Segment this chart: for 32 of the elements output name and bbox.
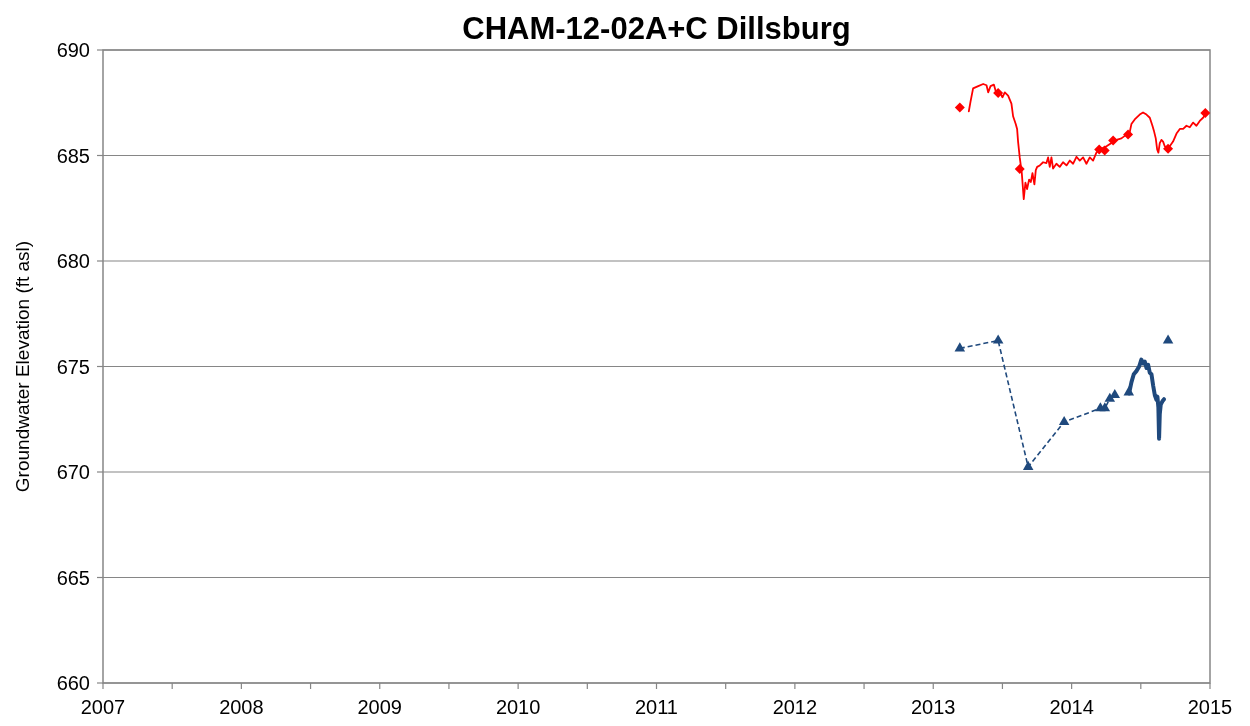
point xyxy=(1200,108,1211,119)
x-tick-label: 2013 xyxy=(911,696,956,718)
y-tick-label: 680 xyxy=(56,250,90,272)
y-tick-label: 675 xyxy=(56,355,90,378)
point xyxy=(993,88,1004,99)
x-tick-label: 2014 xyxy=(1049,696,1094,718)
point xyxy=(992,334,1004,344)
y-axis-title: Groundwater Elevation (ft asl) xyxy=(11,240,33,493)
point xyxy=(1162,334,1174,344)
x-tick-label: 2010 xyxy=(495,696,541,718)
x-tick-label: 2012 xyxy=(772,696,818,718)
point xyxy=(1163,143,1174,154)
y-tick-label: 690 xyxy=(56,39,90,61)
x-tick-label: 2007 xyxy=(80,696,126,718)
y-tick-label: 660 xyxy=(56,672,90,694)
x-tick-label: 2009 xyxy=(357,696,402,718)
x-tick-label: 2011 xyxy=(634,696,679,718)
point xyxy=(1058,415,1070,426)
point xyxy=(1104,392,1116,402)
y-tick-label: 685 xyxy=(56,144,90,167)
x-tick-label: 2015 xyxy=(1187,696,1233,718)
y-tick-label: 670 xyxy=(56,461,90,483)
point xyxy=(1022,460,1034,470)
point xyxy=(1108,135,1119,146)
point xyxy=(954,342,966,352)
point xyxy=(1014,164,1025,174)
chart-title: CHAM-12-02A+C Dillsburg xyxy=(462,11,851,46)
x-tick-label: 2008 xyxy=(219,696,264,718)
point xyxy=(954,102,965,113)
point xyxy=(1123,129,1134,140)
y-tick-label: 665 xyxy=(56,566,90,589)
point xyxy=(1099,402,1111,412)
